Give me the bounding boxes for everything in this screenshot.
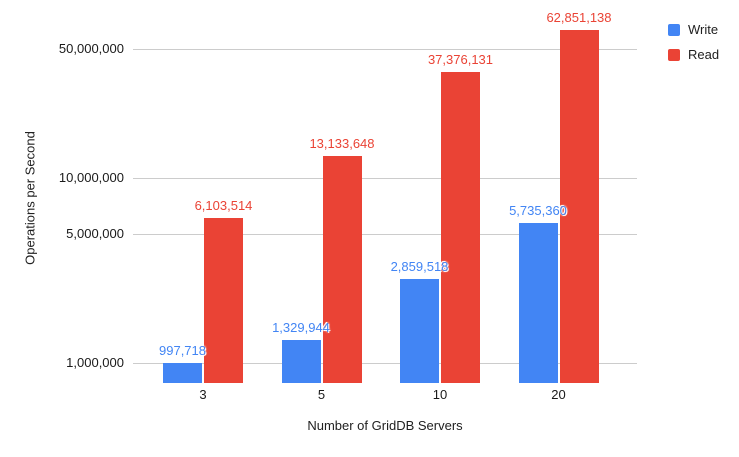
data-label-write-20: 5,735,360 xyxy=(509,202,567,218)
y-axis-title: Operations per Second xyxy=(22,131,38,265)
x-axis-title: Number of GridDB Servers xyxy=(307,418,463,433)
bar-write-5[interactable] xyxy=(281,340,321,383)
x-tick-label-20: 20 xyxy=(551,387,566,402)
data-label-write-3: 997,718 xyxy=(159,343,206,359)
gridline xyxy=(133,48,637,50)
data-label-read-10: 37,376,131 xyxy=(427,52,494,68)
data-label-write-5: 1,329,944 xyxy=(272,320,330,336)
data-label-read-3: 6,103,514 xyxy=(194,197,253,213)
bar-write-3[interactable] xyxy=(163,363,202,383)
bar-read-3[interactable] xyxy=(204,217,243,383)
legend: Write Read xyxy=(668,22,719,72)
bar-read-10[interactable] xyxy=(441,72,480,383)
bar-read-5[interactable] xyxy=(322,156,362,383)
legend-label-write: Write xyxy=(688,22,719,37)
gridline xyxy=(133,178,637,179)
y-tick-label: 50,000,000 xyxy=(58,40,124,56)
data-label-write-10: 2,859,518 xyxy=(390,258,449,274)
gridline xyxy=(133,363,637,364)
legend-label-read: Read xyxy=(688,47,720,62)
y-tick-label: 1,000,000 xyxy=(66,355,124,370)
x-tick-label-5: 5 xyxy=(317,387,326,402)
y-tick-label: 10,000,000 xyxy=(58,170,124,185)
write-series-swatch xyxy=(668,23,680,36)
bar-write-20[interactable] xyxy=(518,222,558,383)
data-label-read-20: 62,851,138 xyxy=(546,10,612,26)
y-tick-label: 5,000,000 xyxy=(66,225,124,241)
gridline xyxy=(133,233,637,235)
legend-item-write[interactable]: Write xyxy=(668,22,719,37)
x-tick-label-10: 10 xyxy=(432,387,448,402)
read-series-swatch xyxy=(668,48,680,61)
data-label-read-5: 13,133,648 xyxy=(309,136,375,152)
x-tick-label-3: 3 xyxy=(199,387,207,402)
legend-item-read[interactable]: Read xyxy=(668,47,719,62)
bar-write-10[interactable] xyxy=(400,278,439,383)
bar-read-20[interactable] xyxy=(559,30,599,383)
